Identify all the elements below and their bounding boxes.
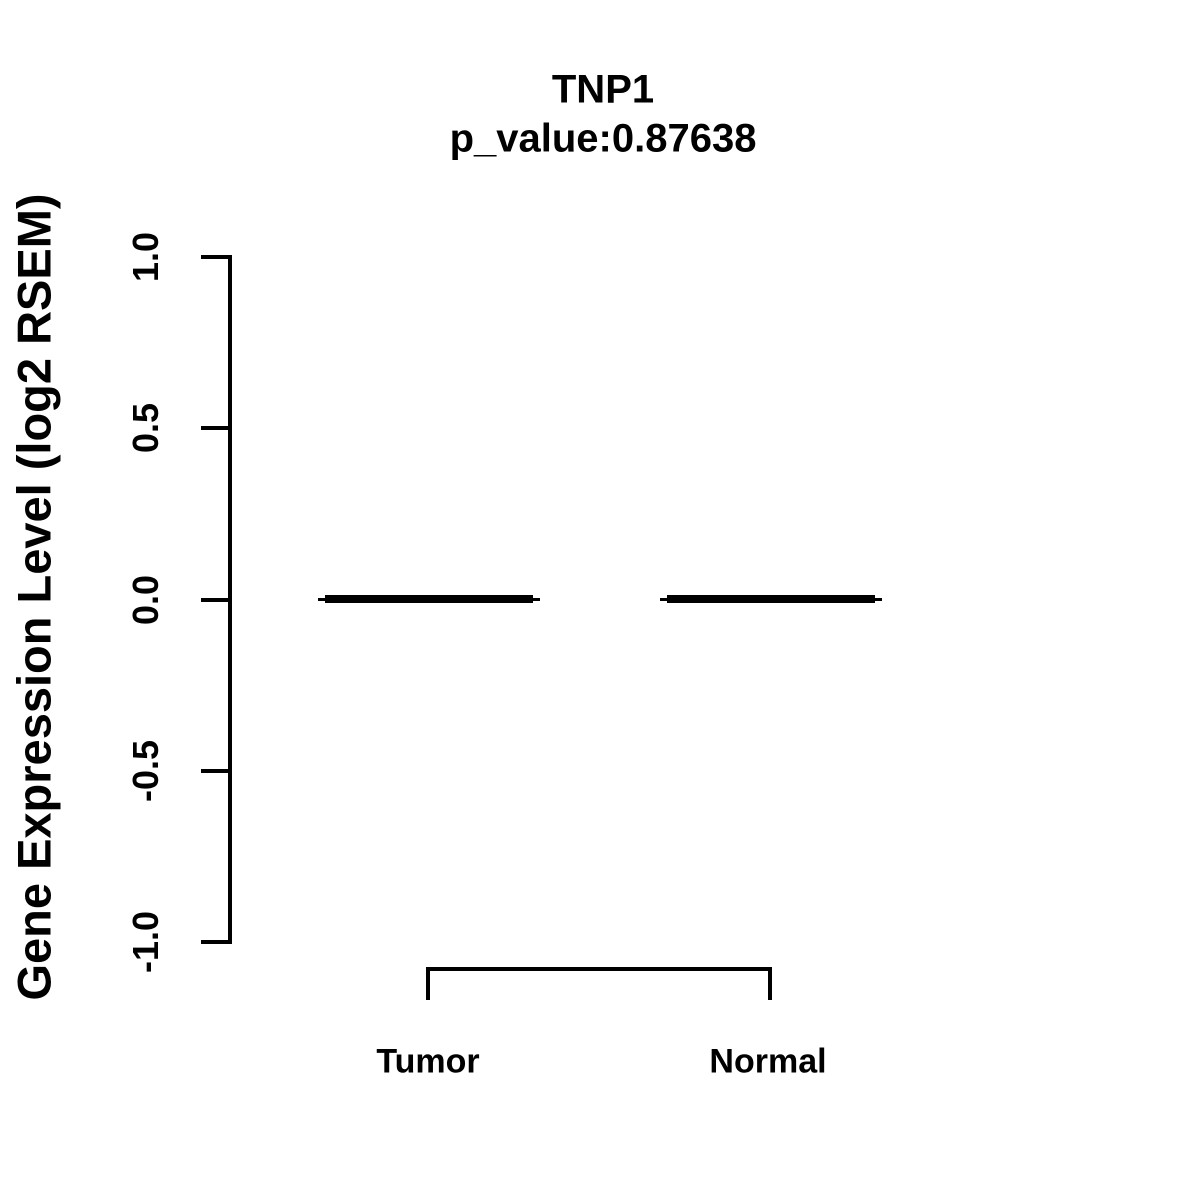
y-tick-label-1.0: 1.0: [125, 231, 166, 283]
y-tick-label-neg1.0: -1.0: [125, 910, 166, 974]
x-tick-mark-tumor: [426, 967, 430, 1000]
median-line-tumor: [325, 595, 533, 603]
x-group-label-normal: Normal: [709, 1042, 827, 1081]
y-tick-label-0.0: 0.0: [125, 574, 166, 626]
x-tick-mark-normal: [768, 967, 772, 1000]
chart-title: TNP1: [551, 67, 655, 112]
y-axis-line: [228, 255, 232, 944]
y-tick-mark-neg1.0: [201, 940, 230, 944]
y-axis-title: Gene Expression Level (log2 RSEM): [7, 193, 61, 1001]
y-tick-mark-neg0.5: [201, 769, 230, 773]
y-tick-label-0.5: 0.5: [125, 402, 166, 454]
y-tick-label-neg0.5: -0.5: [125, 739, 166, 803]
y-tick-mark-0.5: [201, 426, 230, 430]
y-tick-mark-1.0: [201, 255, 230, 259]
median-line-normal: [667, 595, 875, 603]
x-axis-line: [428, 967, 772, 971]
x-group-label-tumor: Tumor: [376, 1042, 480, 1081]
y-tick-mark-0.0: [201, 598, 230, 602]
chart-subtitle-pvalue: p_value:0.87638: [449, 116, 757, 161]
